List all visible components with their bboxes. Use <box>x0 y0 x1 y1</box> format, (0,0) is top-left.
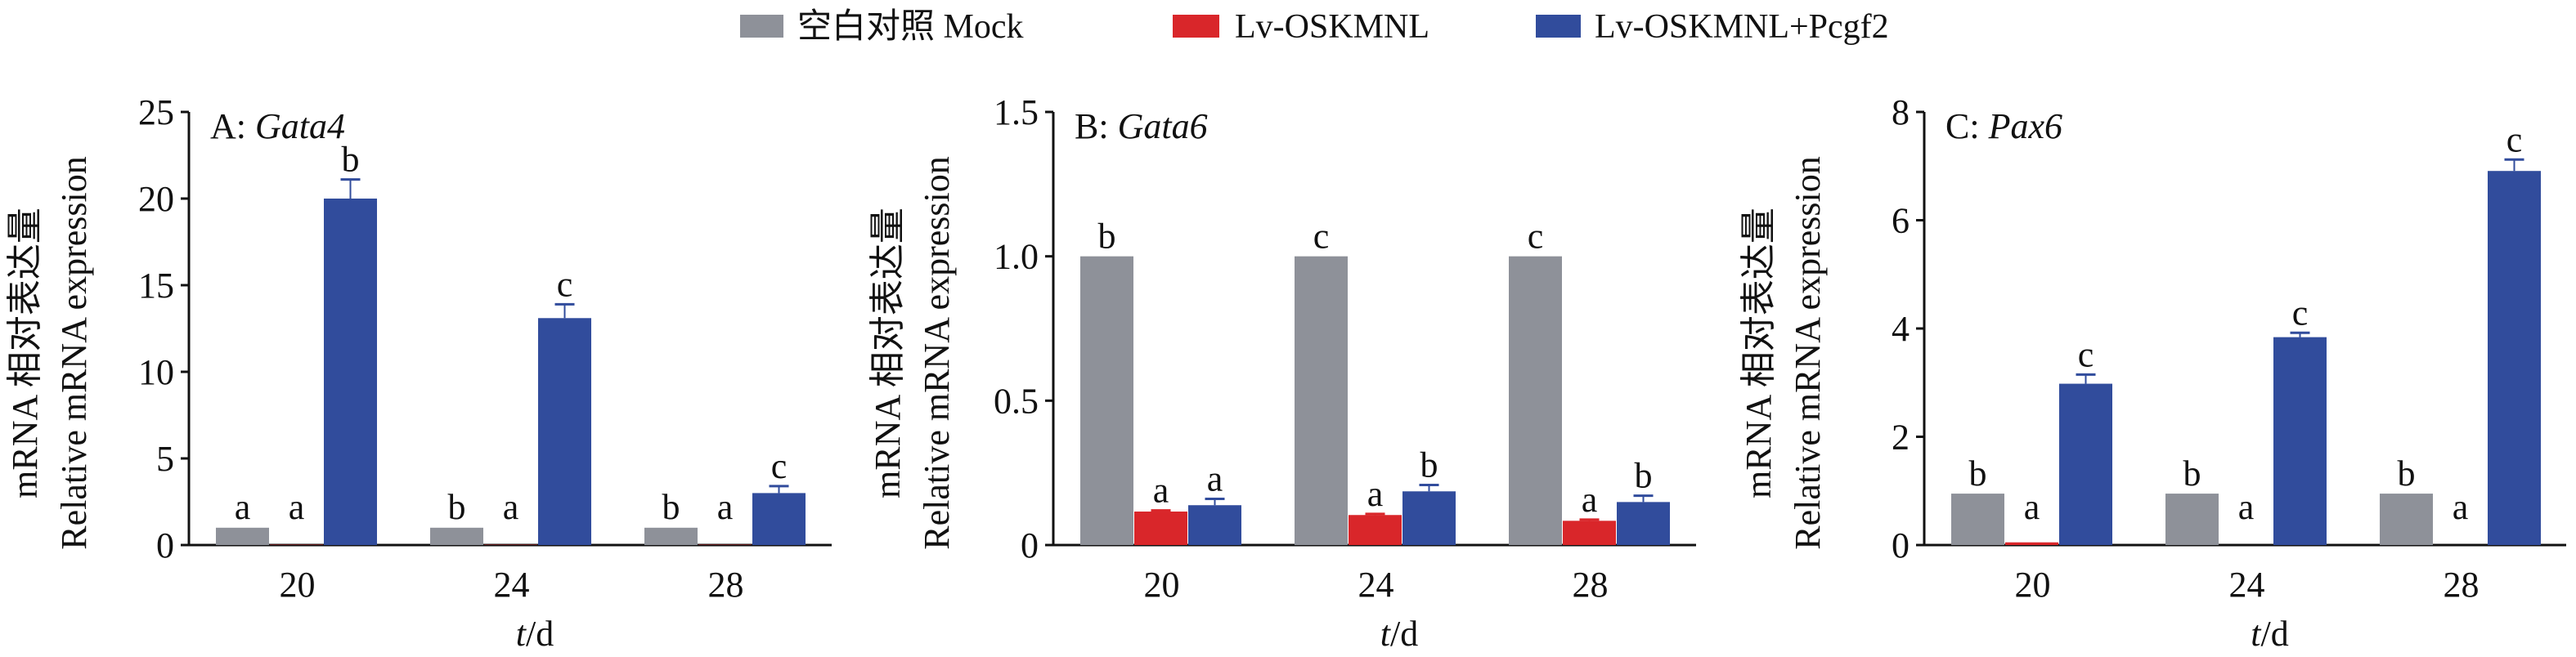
significance-letter: c <box>771 446 788 486</box>
bar <box>1951 494 2004 545</box>
significance-letter: a <box>1582 480 1598 520</box>
x-axis-label: t/d <box>2251 614 2288 654</box>
bar <box>1402 491 1456 545</box>
panel-title: C: Pax6 <box>1945 106 2062 146</box>
bar <box>1295 256 1348 545</box>
y-axis-label-cn: mRNA 相对表达量 <box>1739 208 1779 498</box>
significance-letter: c <box>1528 217 1544 257</box>
y-tick-label: 0.5 <box>994 381 1039 421</box>
significance-letter: c <box>1313 217 1330 257</box>
y-tick-label: 8 <box>1892 92 1910 132</box>
y-axis-label: Relative mRNA expression <box>917 156 957 550</box>
panel-title: B: Gata6 <box>1075 106 1208 146</box>
x-tick-label: 28 <box>2444 565 2480 605</box>
bar <box>644 527 698 545</box>
bar <box>216 527 269 545</box>
x-tick-label: 24 <box>2229 565 2265 605</box>
significance-letter: b <box>2183 454 2201 494</box>
significance-letter: a <box>289 487 305 527</box>
significance-letter: a <box>503 487 519 527</box>
y-tick-label: 20 <box>138 179 174 219</box>
legend-swatch-oskmnl-pcgf2 <box>1536 15 1581 38</box>
y-axis-label-cn: mRNA 相对表达量 <box>868 208 908 498</box>
x-tick-label: 20 <box>280 565 316 605</box>
x-tick-label: 20 <box>2015 565 2051 605</box>
significance-letter: a <box>1207 458 1223 498</box>
significance-letter: b <box>1969 454 1987 494</box>
significance-letter: b <box>2398 454 2416 494</box>
panel-gata4: 0 5 10 15 20 25 A: Gata4 mRNA 相对表达量 Relative mRN… <box>5 92 832 654</box>
x-tick-label: 28 <box>1573 565 1609 605</box>
significance-letter: a <box>1367 474 1384 514</box>
y-tick-label: 5 <box>156 439 174 479</box>
bar <box>1563 521 1616 545</box>
y-tick-label: 4 <box>1892 309 1910 349</box>
panel-title: A: Gata4 <box>210 106 345 146</box>
bar <box>1188 505 1241 545</box>
y-tick-label: 15 <box>138 266 174 306</box>
significance-letter: b <box>1635 456 1653 496</box>
bar <box>2005 542 2058 545</box>
y-axis-label-cn: mRNA 相对表达量 <box>5 208 45 498</box>
legend-swatch-mock <box>740 15 783 38</box>
bar <box>1509 256 1562 545</box>
bar <box>1080 256 1133 545</box>
x-tick-label: 28 <box>708 565 744 605</box>
y-tick-label: 1.0 <box>994 237 1039 277</box>
legend-label-oskmnl-pcgf2: Lv-OSKMNL+Pcgf2 <box>1595 8 1889 46</box>
bar <box>752 493 806 545</box>
bar <box>1617 502 1670 545</box>
significance-letter: a <box>2238 487 2255 527</box>
legend-label-mock: 空白对照 Mock <box>797 7 1024 46</box>
significance-letter: c <box>2292 293 2309 333</box>
significance-letter: b <box>1098 217 1116 257</box>
legend-swatch-oskmnl <box>1173 15 1219 38</box>
bar <box>2488 171 2541 545</box>
significance-letter: a <box>2024 487 2040 527</box>
x-tick-label: 20 <box>1144 565 1180 605</box>
significance-letter: c <box>557 264 573 304</box>
y-axis-label: Relative mRNA expression <box>54 156 94 550</box>
legend-label-oskmnl: Lv-OSKMNL <box>1235 8 1429 46</box>
bar <box>2380 494 2433 545</box>
x-tick-label: 24 <box>1358 565 1394 605</box>
x-tick-label: 24 <box>494 565 530 605</box>
significance-letter: a <box>1153 471 1169 511</box>
significance-letter: c <box>2078 334 2094 374</box>
bar <box>2273 337 2327 545</box>
significance-letter: b <box>448 487 466 527</box>
panel-gata6: 0 0.5 1.0 1.5 B: Gata6 mRNA 相对表达量 Relative mRN… <box>868 92 1696 654</box>
bar <box>324 199 377 545</box>
y-tick-label: 2 <box>1892 418 1910 458</box>
significance-letter: a <box>235 487 251 527</box>
y-axis-label: Relative mRNA expression <box>1788 156 1828 550</box>
bar <box>2165 494 2219 545</box>
y-tick-label: 1.5 <box>994 92 1039 132</box>
y-tick-label: 0 <box>156 525 174 565</box>
significance-letter: b <box>1420 445 1438 485</box>
y-tick-label: 25 <box>138 92 174 132</box>
y-tick-label: 0 <box>1021 525 1039 565</box>
legend: 空白对照 Mock Lv-OSKMNL Lv-OSKMNL+Pcgf2 <box>740 7 1889 46</box>
y-tick-label: 6 <box>1892 201 1910 241</box>
significance-letter: a <box>717 487 734 527</box>
significance-letter: b <box>662 487 680 527</box>
x-axis-label: t/d <box>516 614 554 654</box>
bar <box>1134 512 1187 545</box>
y-tick-label: 10 <box>138 352 174 392</box>
significance-letter: b <box>342 140 360 180</box>
significance-letter: a <box>2453 487 2469 527</box>
bar <box>1349 515 1402 545</box>
y-tick-label: 0 <box>1892 525 1910 565</box>
significance-letter: c <box>2506 119 2523 159</box>
bar <box>538 318 591 545</box>
bar <box>2059 383 2112 545</box>
bar <box>430 527 483 545</box>
x-axis-label: t/d <box>1380 614 1418 654</box>
